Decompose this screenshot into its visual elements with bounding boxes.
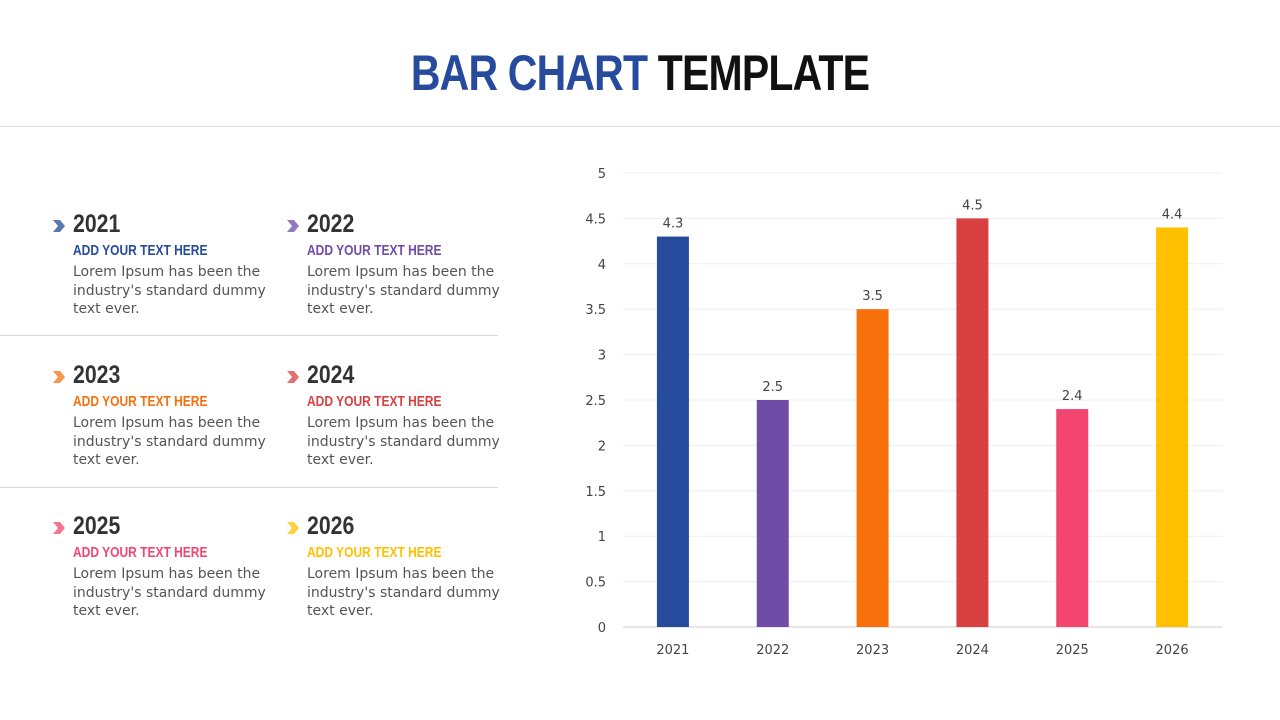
y-tick-label: 0.5 — [585, 576, 606, 591]
row-divider — [0, 335, 498, 336]
bar-2022 — [756, 400, 789, 627]
data-label: 2.4 — [1062, 389, 1083, 404]
y-tick-label: 1.5 — [585, 485, 606, 500]
year-label: 2022 — [307, 210, 355, 238]
year-label: 2021 — [73, 210, 121, 238]
item-heading: ADD YOUR TEXT HERE — [307, 242, 442, 259]
item-heading: ADD YOUR TEXT HERE — [73, 242, 208, 259]
x-tick-label: 2025 — [1056, 643, 1089, 658]
y-tick-label: 5 — [598, 167, 606, 182]
x-tick-label: 2026 — [1156, 643, 1189, 658]
data-label: 2.5 — [762, 380, 783, 395]
chevron-right-icon — [287, 220, 299, 232]
bar-2025 — [1056, 409, 1089, 627]
chevron-right-icon — [53, 522, 65, 534]
chevron-right-icon — [53, 371, 65, 383]
item-description: Lorem Ipsum has been the industry's stan… — [307, 566, 500, 619]
y-tick-label: 3.5 — [585, 303, 606, 318]
y-tick-label: 4 — [598, 258, 606, 273]
item-heading: ADD YOUR TEXT HERE — [73, 544, 208, 561]
item-description: Lorem Ipsum has been the industry's stan… — [307, 415, 500, 468]
y-tick-label: 1 — [598, 530, 606, 545]
item-description: Lorem Ipsum has been the industry's stan… — [73, 415, 266, 468]
data-label: 4.4 — [1162, 207, 1183, 222]
chevron-right-icon — [287, 522, 299, 534]
item-description: Lorem Ipsum has been the industry's stan… — [73, 566, 266, 619]
y-tick-label: 0 — [598, 621, 606, 636]
bar-2023 — [856, 309, 889, 627]
year-label: 2024 — [307, 361, 355, 389]
x-tick-label: 2024 — [956, 643, 989, 658]
year-label: 2025 — [73, 512, 121, 540]
page-title: BAR CHART TEMPLATE — [410, 45, 870, 101]
x-tick-label: 2022 — [756, 643, 789, 658]
bar-2021 — [656, 236, 689, 627]
data-label: 4.3 — [663, 217, 684, 232]
item-heading: ADD YOUR TEXT HERE — [307, 544, 442, 561]
data-label: 4.5 — [962, 198, 983, 213]
y-tick-label: 4.5 — [585, 212, 606, 227]
item-heading: ADD YOUR TEXT HERE — [307, 393, 442, 410]
item-description: Lorem Ipsum has been the industry's stan… — [307, 264, 500, 317]
header-divider — [0, 126, 1280, 127]
bar-2026 — [1156, 227, 1189, 628]
year-label: 2026 — [307, 512, 355, 540]
item-heading: ADD YOUR TEXT HERE — [73, 393, 208, 410]
chevron-right-icon — [287, 371, 299, 383]
year-label: 2023 — [73, 361, 121, 389]
chevron-right-icon — [53, 220, 65, 232]
row-divider — [0, 487, 498, 488]
x-tick-label: 2023 — [856, 643, 889, 658]
data-label: 3.5 — [862, 289, 883, 304]
y-tick-label: 3 — [598, 349, 606, 364]
y-tick-label: 2 — [598, 439, 606, 454]
bar-2024 — [956, 218, 989, 627]
y-tick-label: 2.5 — [585, 394, 606, 409]
x-tick-label: 2021 — [656, 643, 689, 658]
item-description: Lorem Ipsum has been the industry's stan… — [73, 264, 266, 317]
